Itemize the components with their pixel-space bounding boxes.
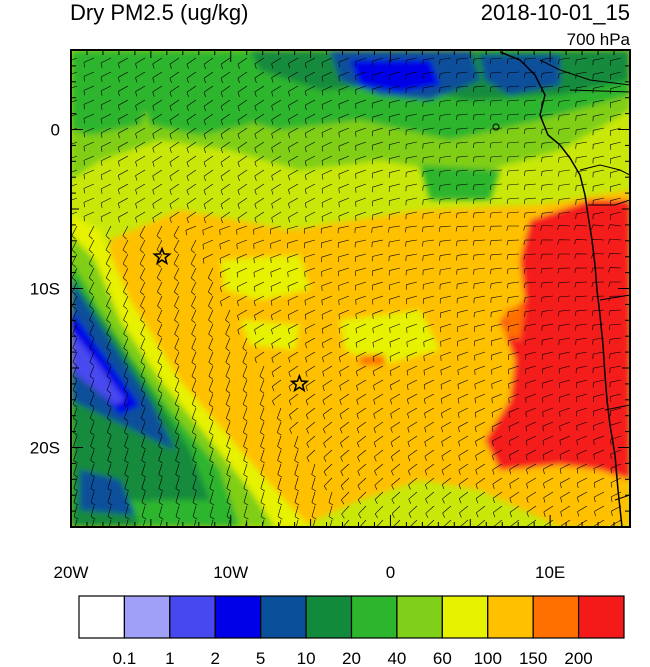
lon-tick-label: 10W [213,563,248,582]
site-markers [152,246,310,393]
colorbar-label: 200 [564,649,592,667]
colorbar-label: 5 [256,649,265,667]
colorbar-swatch [123,595,171,639]
colorbar-swatch [214,595,262,639]
colorbar-swatch [577,595,625,639]
colorbar-swatch [78,595,126,639]
concentration-field [71,50,630,527]
colorbar-label: 100 [474,649,502,667]
plot-datetime: 2018-10-01_15 [480,0,630,25]
lat-axis: 0 10S 20S [30,49,630,528]
pressure-level: 700 hPa [566,30,630,49]
colorbar-swatch [396,595,443,639]
colorbar-label: 20 [342,649,361,667]
colorbar [78,595,625,639]
lat-tick-label: 0 [51,121,60,140]
lon-axis: 20W 10W 0 10E [54,50,631,582]
colorbar-swatch [260,595,307,639]
colorbar-swatch [305,595,353,639]
colorbar-label: 1 [165,649,174,667]
lon-tick-label: 20W [54,563,89,582]
colorbar-label: 40 [387,649,406,667]
star-marker [152,246,172,266]
colorbar-labels: 0.1 1 2 5 10 20 40 60 100 150 200 [113,649,593,667]
lat-tick-label: 10S [30,280,60,299]
colorbar-swatch [350,595,398,639]
colorbar-swatch [532,595,580,639]
colorbar-label: 150 [519,649,547,667]
lon-tick-label: 0 [386,563,395,582]
colorbar-label: 10 [297,649,316,667]
colorbar-label: 2 [211,649,220,667]
colorbar-label: 0.1 [113,649,137,667]
colorbar-swatch [441,595,489,639]
lon-tick-label: 10E [535,563,565,582]
colorbar-swatch [169,595,216,639]
colorbar-swatch [487,595,534,639]
lat-tick-label: 20S [30,439,60,458]
star-marker [289,373,310,393]
plot-title: Dry PM2.5 (ug/kg) [70,0,249,25]
colorbar-label: 60 [433,649,452,667]
